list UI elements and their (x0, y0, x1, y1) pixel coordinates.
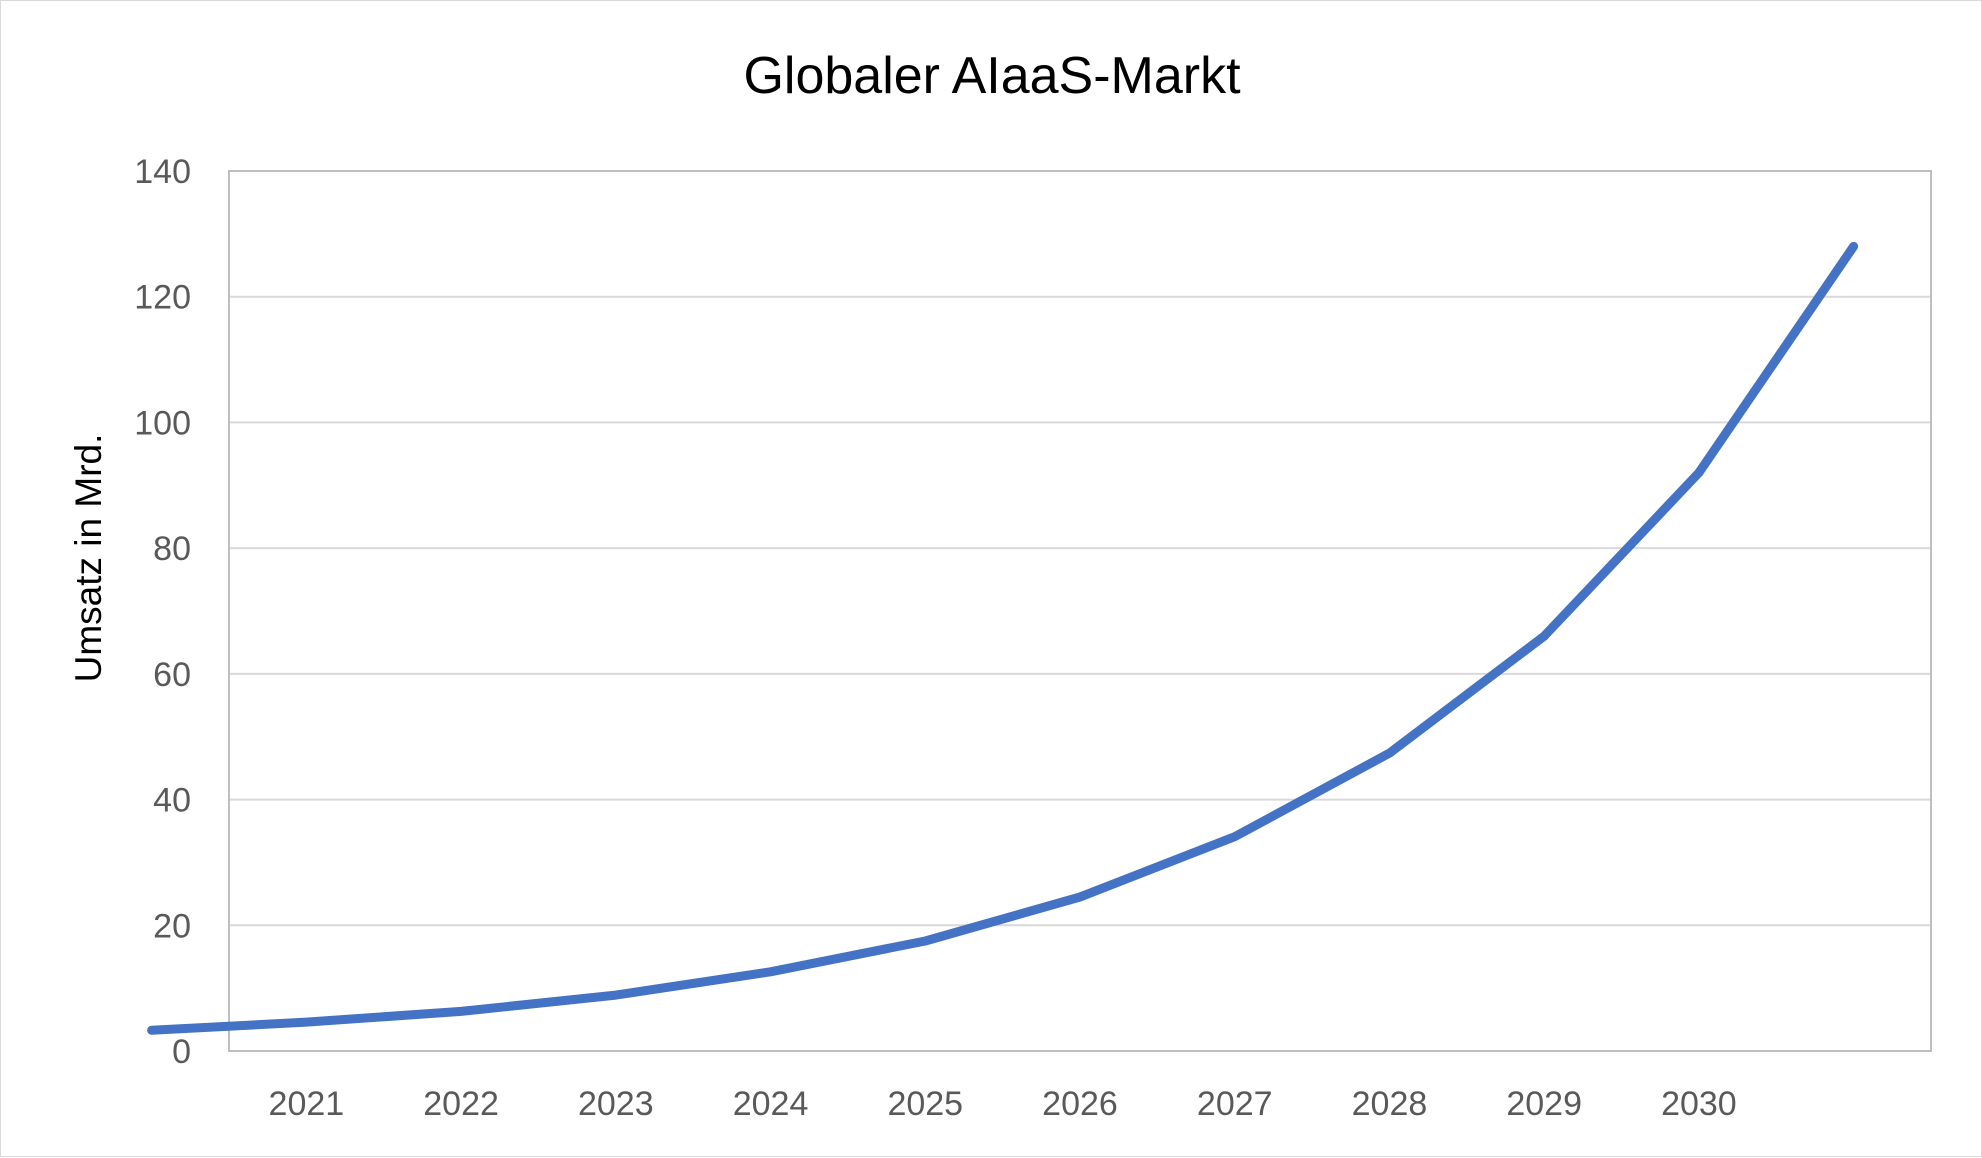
x-axis-ticks: 2021 2022 2023 2024 2025 2026 2027 2028 2029 2030 (269, 1085, 1737, 1123)
x-tick-label: 2021 (269, 1085, 345, 1123)
y-tick-label: 140 (134, 153, 191, 191)
x-tick-label: 2030 (1661, 1085, 1737, 1123)
x-tick-label: 2029 (1506, 1085, 1582, 1123)
x-tick-label: 2026 (1042, 1085, 1118, 1123)
y-tick-label: 20 (153, 907, 191, 945)
x-tick-label: 2025 (887, 1085, 963, 1123)
grid-lines (229, 295, 1931, 927)
x-tick-label: 2023 (578, 1085, 654, 1123)
series-layer (147, 241, 1859, 1035)
y-tick-label: 120 (134, 279, 191, 317)
x-tick-label: 2027 (1197, 1085, 1273, 1123)
x-tick-label: 2028 (1352, 1085, 1428, 1123)
series-line (147, 241, 1859, 1035)
y-tick-label: 80 (153, 530, 191, 568)
y-axis-ticks: 0 20 40 60 80 100 120 140 (134, 153, 191, 1071)
y-axis-title: Umsatz in Mrd. (68, 434, 109, 683)
x-tick-label: 2022 (423, 1085, 499, 1123)
x-tick-label: 2024 (733, 1085, 809, 1123)
plot-area-border (228, 170, 1932, 1052)
y-tick-label: 40 (153, 782, 191, 820)
y-tick-label: 60 (153, 656, 191, 694)
y-tick-label: 100 (134, 404, 191, 442)
chart-title: Globaler AIaaS-Markt (743, 47, 1241, 105)
y-tick-label: 0 (172, 1033, 191, 1071)
